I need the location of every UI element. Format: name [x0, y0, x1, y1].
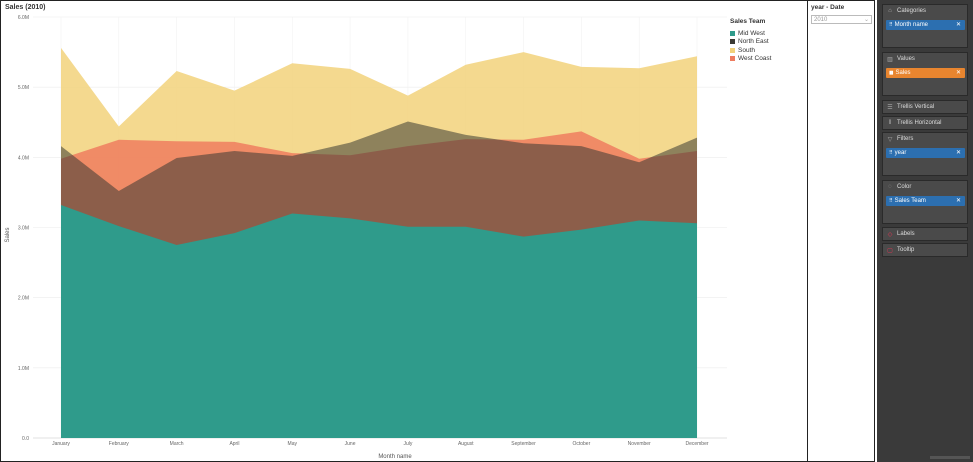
- trellis-vertical-icon: ☰: [887, 104, 893, 111]
- chart-title: Sales (2010): [5, 4, 46, 11]
- sales-pill[interactable]: ▮▮ Sales ✕: [886, 68, 965, 78]
- x-tick-label: April: [229, 441, 239, 447]
- well-label: Filters: [897, 136, 914, 142]
- pill-label: Sales Team: [894, 198, 926, 204]
- tooltip-icon: ▢: [887, 247, 893, 254]
- trellis-vertical-well[interactable]: ☰ Trellis Vertical: [882, 100, 968, 114]
- legend-label: Mid West: [738, 29, 765, 37]
- y-tick-label: 5.0M: [18, 85, 29, 91]
- close-icon[interactable]: ✕: [955, 70, 961, 76]
- legend-swatch: [730, 30, 735, 36]
- color-well[interactable]: ◌ Color ⠿ Sales Team ✕: [882, 180, 968, 224]
- x-tick-label: July: [403, 441, 412, 447]
- pill-label: Sales: [895, 70, 911, 76]
- y-tick-label: 3.0M: [18, 226, 29, 232]
- chevron-down-icon: ⌄: [863, 17, 869, 23]
- well-label: Labels: [897, 231, 915, 237]
- x-tick-label: December: [685, 441, 708, 447]
- chart-panel: Sales (2010) 0.0 1.0M 2.0M 3.0M 4.0M 5.0M 6.0M…: [0, 0, 808, 462]
- pill-label: Month name: [894, 22, 929, 28]
- pill-label: year: [894, 150, 907, 156]
- categories-icon: ⌂: [888, 8, 892, 14]
- fields-panel: ⌂ Categories ⠿ Month name ✕ ▥ Values ▮▮ Sa…: [877, 0, 973, 462]
- slicer-title: year - Date: [811, 4, 845, 11]
- legend-swatch: [730, 56, 735, 62]
- legend-item-mid-west[interactable]: Mid West: [730, 29, 771, 38]
- x-tick-label: March: [170, 441, 184, 447]
- well-label: Trellis Vertical: [897, 104, 935, 110]
- y-tick-label: 6.0M: [18, 15, 29, 21]
- panel-scrollbar[interactable]: [930, 456, 970, 459]
- filter-icon: ▽: [887, 136, 893, 143]
- labels-well[interactable]: ◇ Labels: [882, 227, 968, 241]
- month-name-pill[interactable]: ⠿ Month name ✕: [886, 20, 965, 30]
- legend-label: South: [738, 46, 755, 54]
- y-tick-label: 2.0M: [18, 296, 29, 302]
- well-label: Values: [897, 56, 915, 62]
- well-label: Color: [897, 184, 912, 190]
- legend-item-north-east[interactable]: North East: [730, 38, 771, 47]
- x-tick-label: June: [345, 441, 356, 447]
- area-chart: 0.0 1.0M 2.0M 3.0M 4.0M 5.0M 6.0M January Februa…: [5, 15, 727, 460]
- tooltip-well[interactable]: ▢ Tooltip: [882, 243, 968, 257]
- area-series-mid-west: [61, 205, 697, 438]
- y-axis-label: Sales: [5, 227, 11, 242]
- bar-chart-icon: ▮▮: [889, 70, 893, 76]
- drag-handle-icon[interactable]: ⠿: [889, 150, 893, 156]
- legend: Sales Team Mid West North East South Wes…: [730, 18, 771, 63]
- well-label: Trellis Horizontal: [897, 120, 942, 126]
- x-tick-label: August: [458, 441, 474, 447]
- x-tick-label: November: [628, 441, 651, 447]
- filters-well[interactable]: ▽ Filters ⠿ year ✕: [882, 132, 968, 176]
- legend-item-south[interactable]: South: [730, 46, 771, 55]
- y-tick-label: 1.0M: [18, 366, 29, 372]
- legend-swatch: [730, 39, 735, 45]
- categories-well[interactable]: ⌂ Categories ⠿ Month name ✕: [882, 4, 968, 48]
- drag-handle-icon[interactable]: ⠿: [889, 198, 893, 204]
- close-icon[interactable]: ✕: [955, 198, 961, 204]
- x-tick-label: May: [288, 441, 298, 447]
- x-axis-label: Month name: [378, 454, 412, 460]
- drag-handle-icon[interactable]: ⠿: [889, 22, 893, 28]
- x-tick-label: September: [511, 441, 536, 447]
- legend-item-west-coast[interactable]: West Coast: [730, 55, 771, 64]
- well-label: Categories: [897, 8, 927, 14]
- well-label: Tooltip: [897, 247, 915, 253]
- x-tick-label: January: [52, 441, 70, 447]
- year-pill[interactable]: ⠿ year ✕: [886, 148, 965, 158]
- legend-swatch: [730, 47, 735, 53]
- year-slicer: year - Date 2010 ⌄: [808, 0, 875, 462]
- x-tick-label: October: [572, 441, 590, 447]
- x-tick-label: February: [109, 441, 130, 447]
- y-tick-label: 0.0: [22, 436, 29, 442]
- tag-icon: ◇: [887, 231, 893, 238]
- year-dropdown-value: 2010: [814, 17, 828, 23]
- legend-label: North East: [738, 38, 769, 46]
- legend-label: West Coast: [738, 55, 772, 63]
- close-icon[interactable]: ✕: [955, 150, 961, 156]
- y-tick-label: 4.0M: [18, 155, 29, 161]
- year-dropdown[interactable]: 2010 ⌄: [811, 15, 872, 24]
- sales-team-pill[interactable]: ⠿ Sales Team ✕: [886, 196, 965, 206]
- close-icon[interactable]: ✕: [955, 22, 961, 28]
- legend-title: Sales Team: [730, 18, 766, 25]
- trellis-horizontal-well[interactable]: ⫴ Trellis Horizontal: [882, 116, 968, 130]
- values-well[interactable]: ▥ Values ▮▮ Sales ✕: [882, 52, 968, 96]
- bar-chart-icon: ▥: [887, 56, 893, 63]
- palette-icon: ◌: [888, 184, 892, 190]
- trellis-horizontal-icon: ⫴: [888, 119, 892, 126]
